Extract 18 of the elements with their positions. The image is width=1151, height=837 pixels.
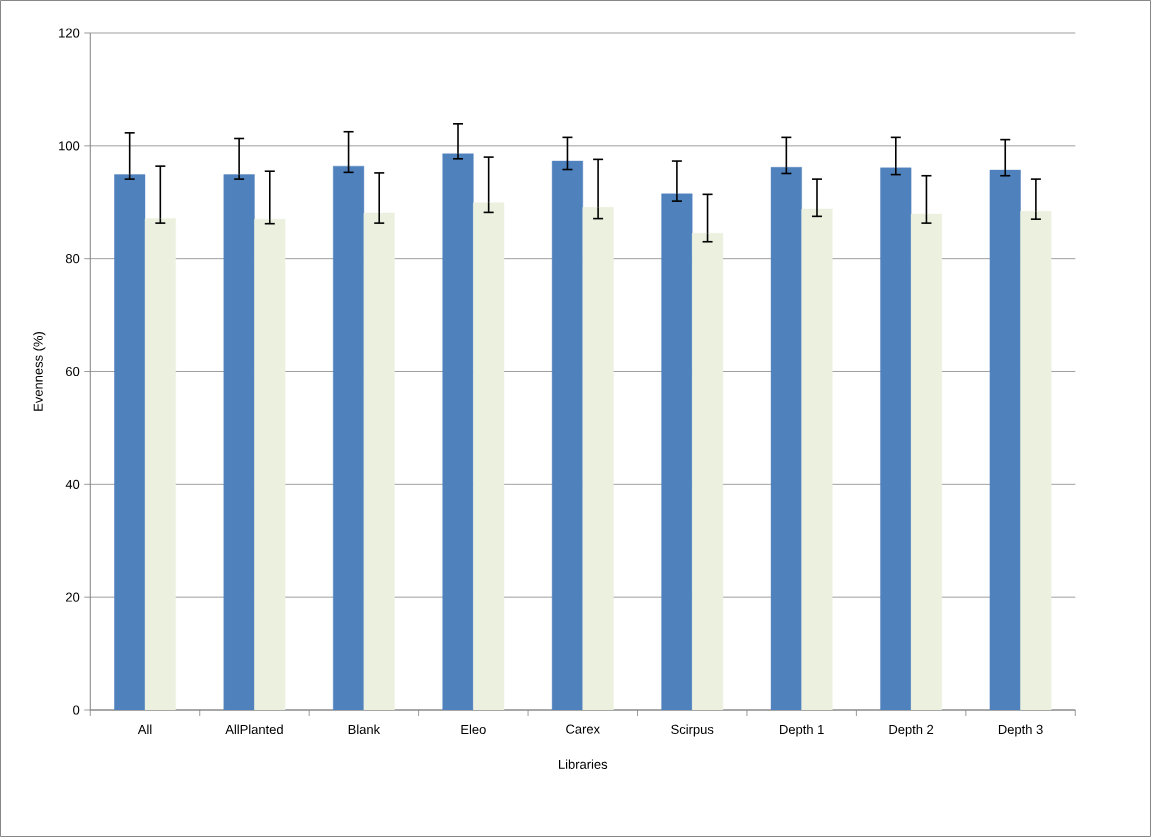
x-tick-label: Depth 1 bbox=[780, 724, 824, 737]
x-tick-label: Eleo bbox=[461, 724, 486, 735]
y-tick-label: 100 bbox=[59, 141, 80, 151]
x-tick-label: All bbox=[137, 724, 152, 734]
x-tick-label: AllPlanted bbox=[225, 724, 283, 735]
y-tick-label: 80 bbox=[65, 254, 80, 264]
x-axis-title: Libraries bbox=[559, 759, 608, 769]
y-tick-label: 40 bbox=[65, 479, 80, 489]
y-axis-title: Evenness (%) bbox=[33, 332, 46, 411]
y-tick-label: 20 bbox=[66, 592, 80, 602]
x-tick-label: Blank bbox=[348, 724, 381, 735]
y-tick-label: 120 bbox=[59, 28, 80, 38]
y-tick-label: 60 bbox=[66, 366, 80, 377]
x-tick-label: Depth 2 bbox=[889, 724, 934, 737]
x-tick-label: Carex bbox=[566, 724, 600, 734]
y-tick-label: 0 bbox=[73, 705, 80, 715]
x-tick-label: Scirpus bbox=[671, 724, 714, 737]
x-tick-label: Depth 3 bbox=[998, 724, 1043, 737]
